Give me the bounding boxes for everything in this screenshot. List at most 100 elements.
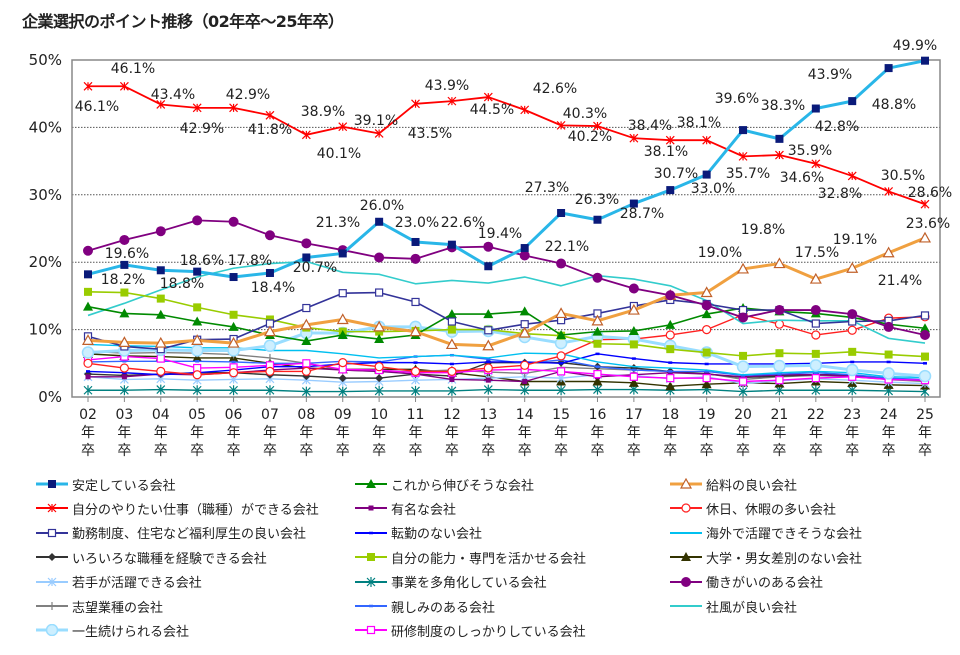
data-point	[154, 336, 167, 348]
data-label: 30.7%	[654, 166, 698, 182]
legend-item: 自分の能力・専門を活かせる会社	[355, 547, 586, 567]
x-tick-label-part: 卒	[117, 443, 131, 459]
x-tick-label-part: 03	[115, 407, 133, 423]
data-label: 19.0%	[698, 245, 742, 261]
data-label: 22.6%	[441, 215, 485, 231]
x-tick-label-part: 年	[700, 425, 714, 441]
legend-label: 転勤のない会社	[391, 527, 483, 543]
data-point	[229, 103, 238, 113]
chart-title: 企業選択のポイント推移（02年卒～25年卒）	[22, 12, 344, 31]
legend-label: 志望業種の会社	[72, 600, 164, 616]
data-point	[666, 186, 675, 195]
data-point	[557, 208, 566, 217]
data-label: 40.1%	[317, 146, 361, 162]
legend-marker	[681, 503, 691, 513]
data-point	[810, 305, 821, 316]
data-label: 19.6%	[105, 246, 149, 262]
data-point	[520, 385, 530, 396]
data-point	[591, 314, 604, 326]
x-tick-label-part: 卒	[809, 443, 823, 459]
data-label: 23.6%	[906, 216, 950, 232]
legend-item: 働きがいのある会社	[670, 572, 823, 592]
data-point	[811, 385, 821, 396]
series-line	[87, 343, 926, 379]
data-label: 17.5%	[795, 245, 839, 261]
x-tick-label: 05 年卒	[188, 407, 206, 459]
x-tick-label-part: 年	[481, 425, 495, 441]
data-point	[338, 249, 347, 258]
data-point	[411, 297, 420, 307]
x-tick-label-part: 02	[79, 407, 97, 423]
legend-marker	[48, 480, 56, 488]
x-tick-label-part: 年	[409, 425, 423, 441]
x-tick-label-part: 卒	[772, 443, 786, 459]
data-label: 48.8%	[872, 97, 916, 113]
data-label: 40.3%	[563, 106, 607, 122]
legend-swatch-icon	[36, 624, 68, 637]
x-tick-label: 20 年卒	[734, 407, 752, 459]
data-point	[702, 135, 712, 145]
x-tick-label-part: 16	[589, 407, 607, 423]
series-8	[87, 343, 926, 379]
data-point	[119, 385, 129, 396]
legend-swatch-icon	[670, 531, 702, 534]
data-point	[519, 306, 530, 316]
legend-swatch-icon	[670, 576, 702, 587]
x-tick-label-part: 06	[225, 407, 243, 423]
data-label: 34.6%	[780, 170, 824, 186]
data-label: 38.1%	[677, 115, 721, 131]
data-point	[847, 385, 857, 396]
data-point	[920, 323, 930, 333]
x-tick-label-part: 年	[627, 425, 641, 441]
data-point	[665, 135, 675, 145]
data-point	[121, 374, 127, 380]
x-tick-label-part: 年	[845, 425, 859, 441]
data-point	[302, 359, 311, 368]
data-point	[445, 338, 458, 350]
data-point	[83, 245, 93, 256]
x-tick-label: 07 年卒	[261, 407, 279, 459]
data-point	[375, 217, 384, 226]
x-tick-label-part: 卒	[627, 443, 641, 459]
legend-swatch-icon	[355, 479, 387, 488]
data-point	[592, 376, 603, 386]
data-label: 30.5%	[881, 168, 925, 184]
legend-swatch-icon	[670, 605, 702, 607]
x-tick-label-part: 卒	[190, 443, 204, 459]
x-tick-label: 13 年卒	[479, 407, 497, 459]
legend-item: これから伸びそうな会社	[355, 474, 534, 494]
data-point	[156, 100, 166, 109]
data-point	[920, 329, 930, 340]
series-line	[87, 353, 926, 387]
data-point	[845, 363, 859, 377]
data-point	[447, 317, 457, 326]
data-point	[665, 290, 676, 301]
data-point	[592, 272, 603, 283]
x-tick-label-part: 11	[407, 407, 425, 423]
data-point	[483, 384, 493, 395]
data-point	[629, 133, 639, 143]
data-point	[375, 374, 384, 383]
data-point	[556, 329, 567, 339]
data-point	[700, 286, 713, 298]
x-tick-label-part: 年	[809, 425, 823, 441]
data-label: 20.7%	[293, 260, 337, 276]
data-point	[191, 334, 204, 345]
data-point	[555, 307, 568, 319]
data-point	[484, 262, 493, 271]
data-point	[411, 385, 420, 396]
data-point	[739, 351, 748, 360]
x-tick-label-part: 年	[372, 425, 386, 441]
data-point	[918, 231, 932, 243]
data-point	[738, 312, 749, 323]
data-point	[593, 215, 602, 224]
series-line	[87, 291, 926, 350]
x-tick-label-part: 卒	[845, 443, 859, 459]
data-point	[702, 348, 711, 357]
data-point	[483, 241, 494, 252]
legend-item: 研修制度のしっかりしている会社	[355, 620, 586, 640]
series-line	[87, 325, 926, 378]
x-tick-label-part: 19	[698, 407, 716, 423]
data-label: 46.1%	[75, 99, 119, 115]
data-point	[156, 354, 165, 363]
